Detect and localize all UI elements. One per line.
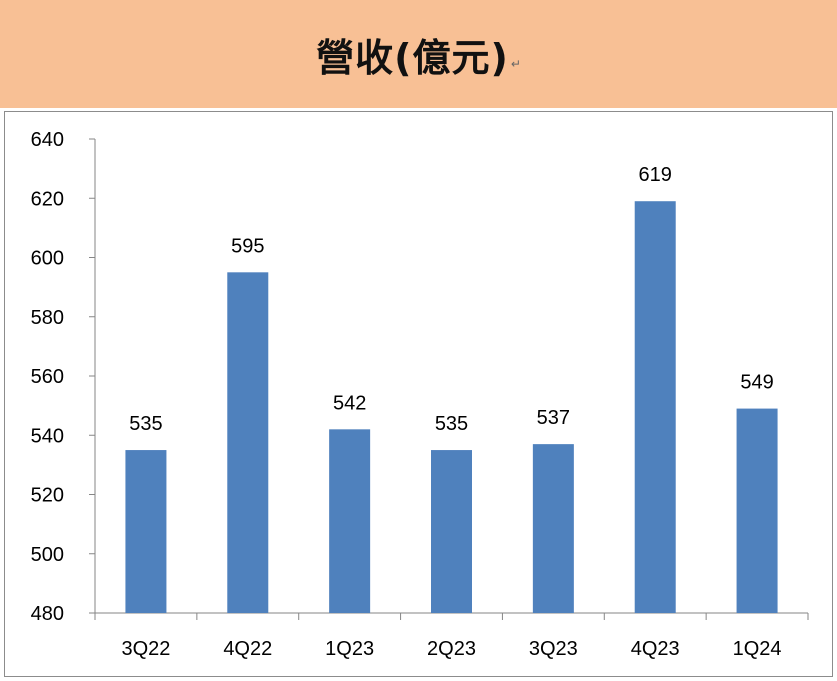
y-tick-label: 500 <box>31 544 64 566</box>
y-tick-label: 560 <box>31 366 64 388</box>
data-label: 535 <box>435 413 468 435</box>
data-label: 595 <box>231 235 264 257</box>
bar-3Q22 <box>125 450 167 613</box>
y-tick-label: 480 <box>31 603 64 625</box>
x-tick-label: 1Q24 <box>733 638 782 660</box>
bar-4Q23 <box>634 201 676 613</box>
x-tick-label: 3Q23 <box>529 638 578 660</box>
data-label: 537 <box>537 407 570 429</box>
bar-1Q24 <box>736 408 778 613</box>
bar-2Q23 <box>431 450 472 613</box>
x-tick-label: 4Q22 <box>223 638 272 660</box>
y-tick-label: 600 <box>31 248 64 270</box>
bar-1Q23 <box>329 429 371 613</box>
data-label: 549 <box>740 372 773 394</box>
y-tick-label: 640 <box>31 129 64 151</box>
data-label: 542 <box>333 392 366 414</box>
paragraph-mark-icon: ↵ <box>510 57 521 71</box>
x-tick-label: 1Q23 <box>325 638 374 660</box>
chart-title: 營收(億元) <box>316 35 509 80</box>
y-tick-label: 580 <box>31 307 64 329</box>
y-tick-label: 620 <box>31 188 64 210</box>
chart-title-band: 營收(億元) ↵ <box>0 0 837 108</box>
y-tick-label: 540 <box>31 425 64 447</box>
data-label: 619 <box>639 164 672 186</box>
y-tick-label: 520 <box>31 485 64 507</box>
x-tick-label: 4Q23 <box>631 638 680 660</box>
x-tick-label: 2Q23 <box>427 638 476 660</box>
bar-4Q22 <box>227 272 269 613</box>
x-tick-label: 3Q22 <box>121 638 170 660</box>
data-label: 535 <box>129 413 162 435</box>
bar-3Q23 <box>532 444 574 613</box>
